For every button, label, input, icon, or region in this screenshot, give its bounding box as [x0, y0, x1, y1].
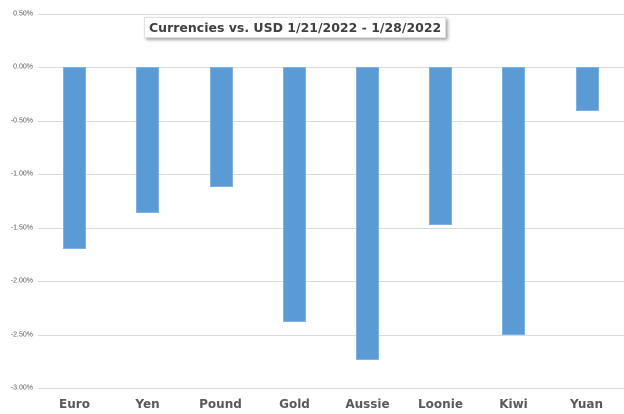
- x-tick-label: Gold: [279, 397, 310, 411]
- bar-kiwi: [502, 67, 525, 335]
- bar-aussie: [356, 67, 379, 360]
- gridline: [38, 228, 624, 229]
- bar-loonie: [429, 67, 452, 225]
- y-tick-label: -1.50%: [10, 224, 33, 232]
- gridline: [38, 67, 624, 68]
- x-tick-label: Loonie: [418, 397, 463, 411]
- gridline: [38, 335, 624, 336]
- x-tick-label: Kiwi: [499, 397, 528, 411]
- y-tick-label: -3.00%: [10, 384, 33, 392]
- bar-yen: [136, 67, 159, 213]
- y-tick-label: -1.00%: [10, 170, 33, 178]
- y-tick-label: 0.00%: [13, 63, 33, 71]
- x-tick-label: Yen: [135, 397, 160, 411]
- y-tick-label: -2.00%: [10, 277, 33, 285]
- bar-euro: [63, 67, 86, 249]
- bar-yuan: [576, 67, 599, 111]
- gridline: [38, 281, 624, 282]
- x-tick-label: Pound: [199, 397, 242, 411]
- gridline: [38, 174, 624, 175]
- y-tick-label: -2.50%: [10, 331, 33, 339]
- x-tick-label: Aussie: [345, 397, 390, 411]
- chart-title: Currencies vs. USD 1/21/2022 - 1/28/2022: [144, 17, 447, 38]
- y-tick-label: -0.50%: [10, 117, 33, 125]
- gridline: [38, 121, 624, 122]
- bar-gold: [283, 67, 306, 322]
- y-tick-label: 0.50%: [13, 10, 33, 18]
- bar-pound: [210, 67, 233, 187]
- x-tick-label: Euro: [59, 397, 90, 411]
- gridline: [38, 388, 624, 389]
- gridline: [38, 14, 624, 15]
- x-tick-label: Yuan: [570, 397, 603, 411]
